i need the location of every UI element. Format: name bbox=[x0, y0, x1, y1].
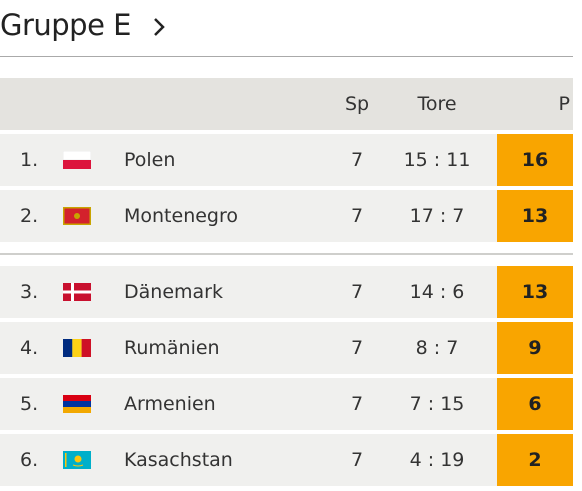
column-header: P bbox=[558, 93, 570, 115]
games: 7 bbox=[350, 281, 364, 303]
points: 13 bbox=[497, 266, 573, 318]
points: 16 bbox=[497, 134, 573, 186]
flag-icon bbox=[63, 339, 91, 357]
team-name: Polen bbox=[124, 149, 176, 171]
goals: 7 : 15 bbox=[409, 393, 465, 415]
team-name: Montenegro bbox=[124, 205, 239, 227]
games: 7 bbox=[350, 393, 364, 415]
team-name: Armenien bbox=[124, 393, 216, 415]
table-row[interactable]: 4. Rumänien 7 8 : 7 9 bbox=[0, 322, 573, 374]
goals: 4 : 19 bbox=[409, 449, 465, 471]
rank: 3. bbox=[20, 281, 39, 303]
points: 13 bbox=[497, 190, 573, 242]
chevron-icon[interactable] bbox=[152, 16, 166, 38]
goals: 17 : 7 bbox=[409, 205, 465, 227]
games: 7 bbox=[350, 449, 364, 471]
flag-icon bbox=[63, 451, 91, 469]
group-title[interactable]: Gruppe E bbox=[0, 8, 131, 42]
table-row[interactable]: 1. Polen 7 15 : 11 16 bbox=[0, 134, 573, 186]
rank: 4. bbox=[20, 337, 39, 359]
column-header: Sp bbox=[344, 93, 370, 115]
goals: 14 : 6 bbox=[409, 281, 465, 303]
team-name: Dänemark bbox=[124, 281, 223, 303]
points: 2 bbox=[497, 434, 573, 486]
divider bbox=[0, 56, 573, 57]
games: 7 bbox=[350, 205, 364, 227]
rank: 5. bbox=[20, 393, 39, 415]
table-row[interactable]: 3. Dänemark 7 14 : 6 13 bbox=[0, 266, 573, 318]
table-row[interactable]: 2. Montenegro 7 17 : 7 13 bbox=[0, 190, 573, 242]
rank: 6. bbox=[20, 449, 39, 471]
flag-icon bbox=[63, 151, 91, 169]
table-row[interactable]: 5. Armenien 7 7 : 15 6 bbox=[0, 378, 573, 430]
games: 7 bbox=[350, 149, 364, 171]
column-header: Tore bbox=[417, 93, 457, 115]
flag-icon bbox=[63, 395, 91, 413]
goals: 8 : 7 bbox=[415, 337, 459, 359]
rank: 1. bbox=[20, 149, 39, 171]
goals: 15 : 11 bbox=[403, 149, 471, 171]
table-row[interactable]: 6. Kasachstan 7 4 : 19 2 bbox=[0, 434, 573, 486]
flag-icon bbox=[63, 207, 91, 225]
team-name: Kasachstan bbox=[124, 449, 233, 471]
divider bbox=[0, 253, 573, 255]
flag-icon bbox=[63, 283, 91, 301]
table-header: Sp Tore P bbox=[0, 78, 573, 130]
team-name: Rumänien bbox=[124, 337, 220, 359]
points: 6 bbox=[497, 378, 573, 430]
points: 9 bbox=[497, 322, 573, 374]
rank: 2. bbox=[20, 205, 39, 227]
games: 7 bbox=[350, 337, 364, 359]
